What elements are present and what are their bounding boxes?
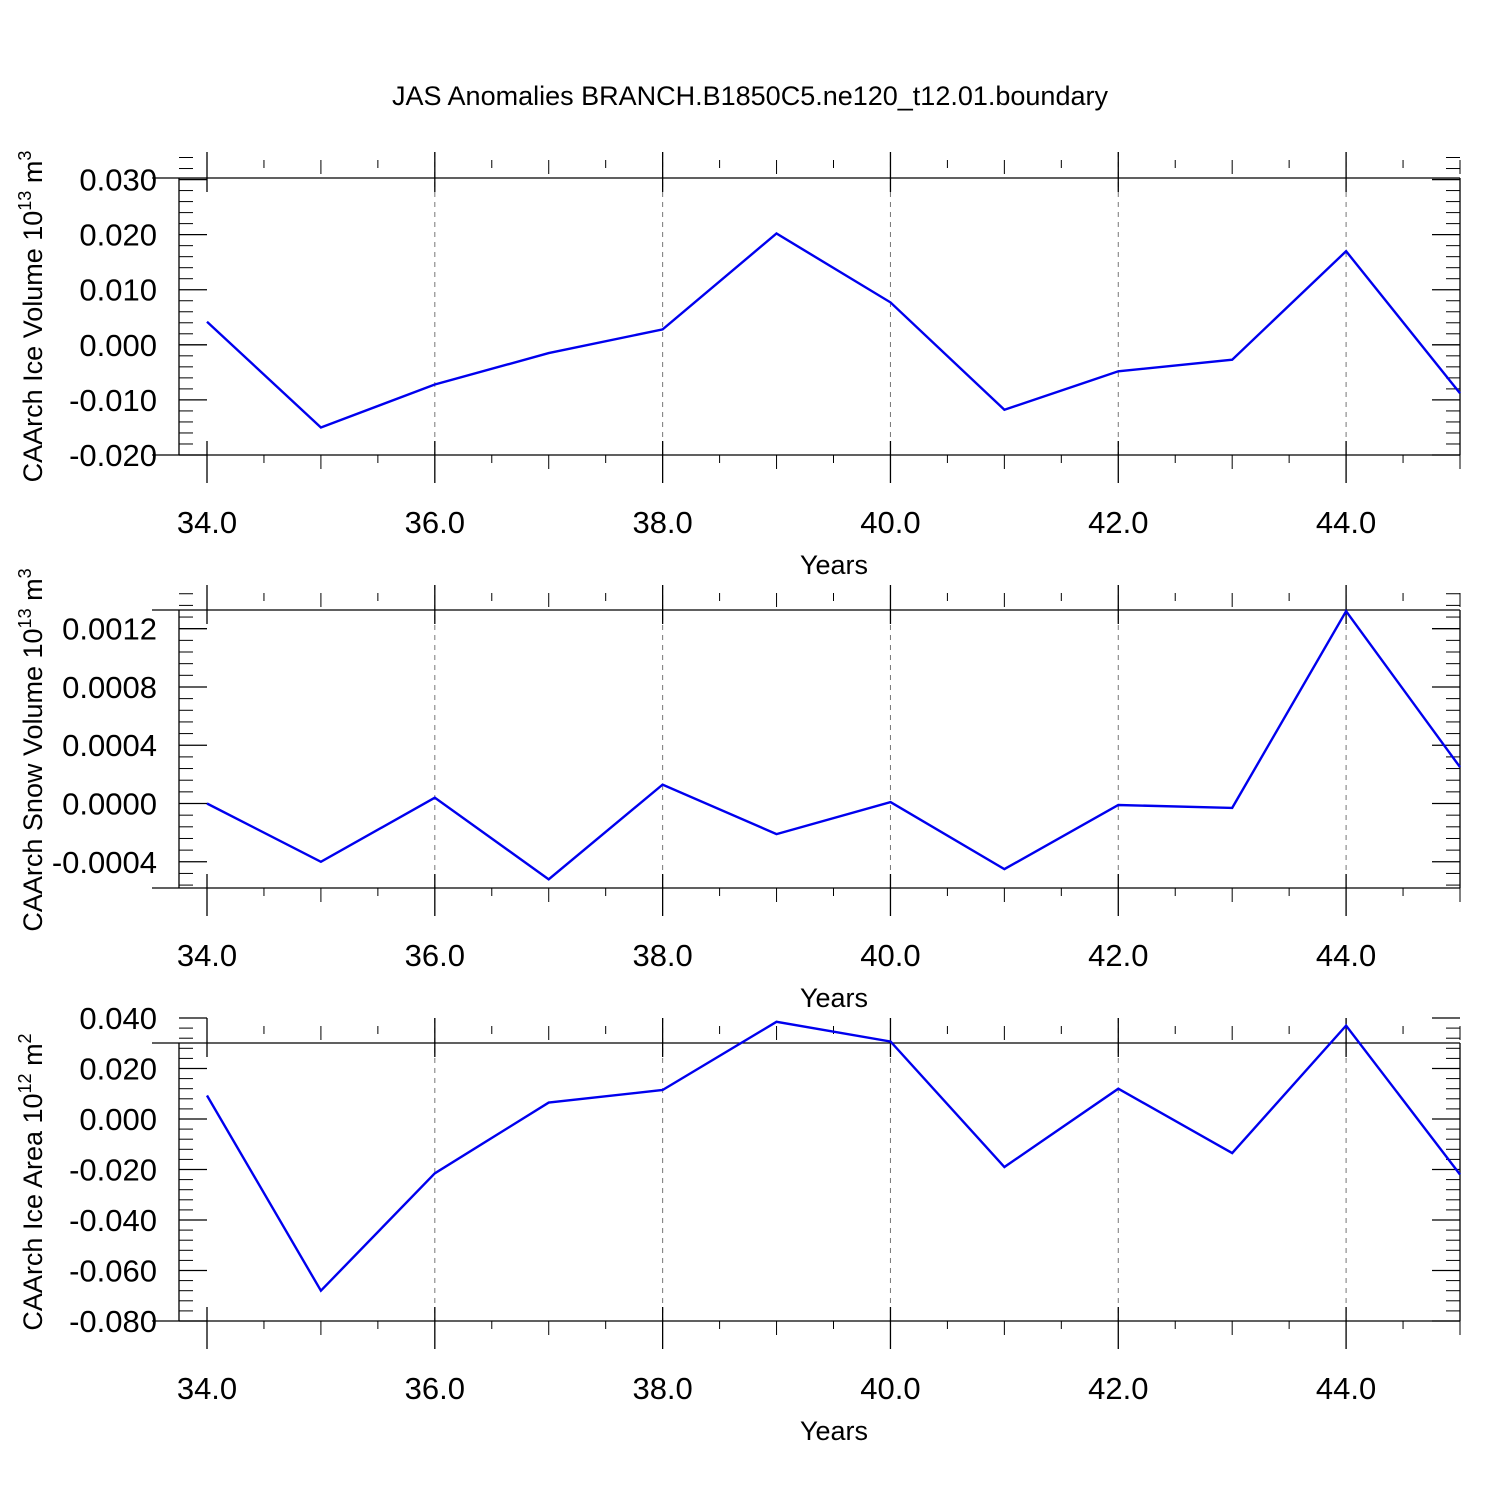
x-tick-label: 36.0 (405, 1371, 465, 1406)
y-axis-label: CAArch Snow Volume 1013 m3 (15, 568, 48, 931)
series-line (205, 1020, 1461, 1293)
y-tick-label: -0.040 (69, 1203, 157, 1238)
y-tick-label: 0.020 (79, 218, 157, 253)
y-tick-label: 0.0000 (62, 787, 157, 822)
x-tick-label: 42.0 (1088, 938, 1148, 973)
x-tick-label: 36.0 (405, 505, 465, 540)
figure-title: JAS Anomalies BRANCH.B1850C5.ne120_t12.0… (392, 81, 1108, 111)
x-tick-label: 42.0 (1088, 1371, 1148, 1406)
y-tick-label: 0.040 (79, 1001, 157, 1036)
x-axis-label: Years (800, 550, 868, 580)
y-tick-label: -0.010 (69, 383, 157, 418)
y-tick-label: 0.020 (79, 1052, 157, 1087)
y-tick-label: -0.060 (69, 1254, 157, 1289)
x-tick-label: 38.0 (632, 1371, 692, 1406)
y-tick-label: 0.000 (79, 328, 157, 363)
x-tick-label: 40.0 (860, 1371, 920, 1406)
y-tick-label: 0.000 (79, 1102, 157, 1137)
y-tick-label: 0.030 (79, 163, 157, 198)
chart-panel-2: 34.0 36.0 38.0 40.0 42.0 44.0 -0.0004 0.0000 0.0… (15, 568, 1461, 1013)
x-tick-label: 40.0 (860, 505, 920, 540)
x-tick-label: 34.0 (177, 938, 237, 973)
x-tick-label: 44.0 (1316, 1371, 1376, 1406)
x-tick-label: 38.0 (632, 938, 692, 973)
y-tick-label: -0.080 (69, 1304, 157, 1339)
series-line (206, 232, 1461, 429)
y-tick-label: 0.0004 (62, 728, 157, 763)
x-tick-label: 38.0 (632, 505, 692, 540)
y-tick-label: -0.020 (69, 1153, 157, 1188)
x-tick-label: 40.0 (860, 938, 920, 973)
x-axis-label: Years (800, 1416, 868, 1446)
series-line (206, 609, 1461, 881)
x-tick-label: 44.0 (1316, 505, 1376, 540)
y-tick-label: 0.010 (79, 273, 157, 308)
y-axis-label: CAArch Ice Area 1012 m2 (15, 1033, 48, 1330)
y-tick-label: -0.0004 (52, 845, 157, 880)
y-tick-label: -0.020 (69, 438, 157, 473)
y-tick-label: 0.0012 (62, 612, 157, 647)
x-tick-label: 42.0 (1088, 505, 1148, 540)
chart-panel-3: 34.0 36.0 38.0 40.0 42.0 44.0 -0.080 -0.060 -0.0… (15, 1001, 1461, 1446)
x-tick-label: 34.0 (177, 505, 237, 540)
y-tick-label: 0.0008 (62, 670, 157, 705)
x-tick-label: 34.0 (177, 1371, 237, 1406)
chart-panel-1: 34.0 36.0 38.0 40.0 42.0 44.0 -0.020 -0.010 0.00… (15, 151, 1461, 580)
x-tick-label: 36.0 (405, 938, 465, 973)
y-axis-label: CAArch Ice Volume 1013 m3 (15, 151, 48, 483)
x-axis-label: Years (800, 983, 868, 1013)
x-tick-label: 44.0 (1316, 938, 1376, 973)
